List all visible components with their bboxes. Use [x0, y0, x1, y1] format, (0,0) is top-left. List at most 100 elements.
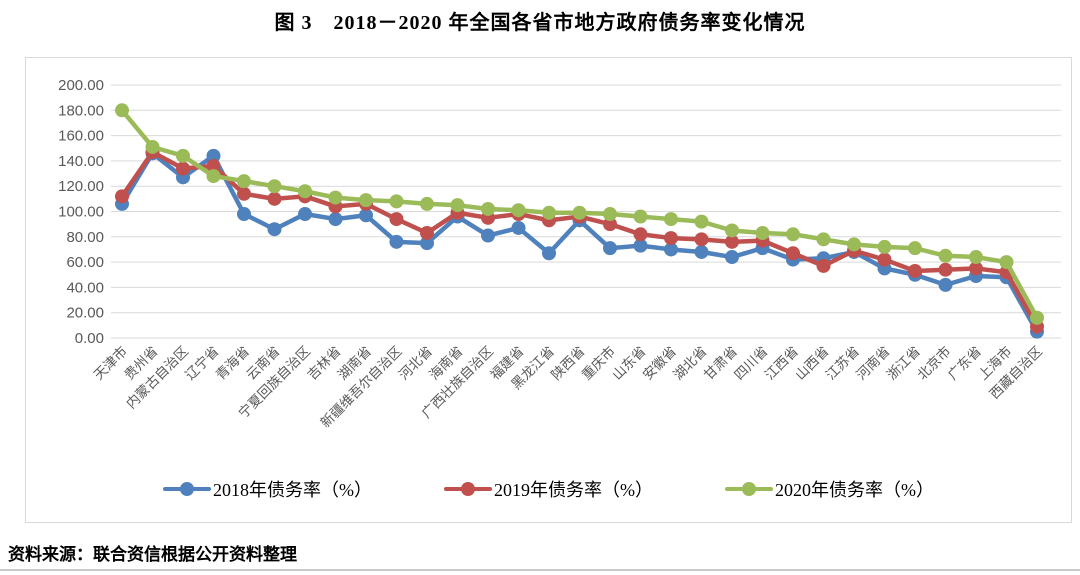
x-tick-label: 天津市	[90, 343, 130, 383]
data-point	[725, 234, 739, 249]
y-tick-label: 140.00	[58, 153, 104, 170]
chart-title: 图 3 2018－2020 年全国各省市地方政府债务率变化情况	[274, 12, 806, 34]
line-chart-plot: 0.00 20.00 40.00 60.00 80.00 100.00 120.00 140.…	[58, 77, 1061, 430]
legend-label-2019: 2019年债务率（%）	[494, 480, 653, 500]
data-point	[786, 227, 800, 242]
bottom-divider	[0, 569, 1080, 571]
x-tick-label: 辽宁省	[182, 343, 222, 383]
data-point	[542, 246, 556, 261]
data-point	[755, 226, 770, 241]
y-tick-label: 160.00	[58, 128, 104, 145]
x-tick-label: 重庆市	[578, 343, 618, 383]
x-tick-label: 江西省	[762, 344, 801, 383]
y-tick-label: 40.00	[66, 279, 104, 296]
data-point	[511, 220, 526, 235]
data-point	[725, 250, 739, 265]
x-tick-label: 北京市	[914, 343, 954, 383]
data-point	[694, 244, 709, 259]
data-point	[847, 237, 861, 252]
y-tick-label: 0.00	[75, 330, 104, 347]
legend-label-2018: 2018年债务率（%）	[213, 480, 372, 500]
data-point	[420, 236, 434, 251]
data-point	[664, 231, 678, 246]
y-tick-label: 100.00	[58, 204, 104, 221]
data-point	[359, 193, 373, 208]
y-tick-label: 80.00	[66, 229, 104, 246]
data-point	[816, 258, 831, 273]
data-point	[237, 186, 251, 201]
data-point	[115, 189, 129, 204]
x-tick-label: 河北省	[396, 344, 435, 383]
data-point	[237, 174, 251, 189]
legend-marker-2018-icon	[163, 481, 211, 497]
series-line-2019	[119, 149, 1040, 329]
data-point	[633, 209, 648, 224]
chart-container: 0.00 20.00 40.00 60.00 80.00 100.00 120.00 140.…	[25, 57, 1072, 523]
data-point	[694, 214, 709, 229]
data-point	[908, 241, 922, 256]
data-point	[664, 212, 678, 227]
data-point	[877, 239, 892, 254]
legend-item-2020: 2020年债务率（%）	[725, 476, 934, 502]
x-tick-label: 陕西省	[548, 344, 587, 383]
chart-legend: 2018年债务率（%） 2019年债务率（%） 2020年债务率（%）	[26, 476, 1071, 502]
x-tick-label: 江苏省	[823, 344, 862, 383]
x-tick-label: 湖北省	[670, 344, 709, 383]
data-point	[328, 212, 343, 227]
data-point	[267, 179, 282, 194]
x-tick-label: 广东省	[945, 344, 984, 383]
legend-item-2018: 2018年债务率（%）	[163, 476, 372, 502]
data-point	[969, 250, 983, 265]
data-point	[298, 207, 312, 222]
x-tick-label: 四川省	[731, 344, 770, 383]
data-point	[572, 205, 587, 220]
data-point	[237, 207, 251, 222]
data-point	[359, 208, 373, 223]
data-point	[298, 184, 312, 199]
data-point	[389, 194, 404, 209]
data-point	[389, 212, 404, 227]
data-point	[206, 158, 221, 173]
data-point	[542, 205, 556, 220]
data-point	[969, 261, 983, 276]
data-point	[786, 246, 800, 261]
data-point	[481, 228, 495, 243]
data-point	[267, 191, 282, 206]
y-tick-label: 180.00	[58, 102, 104, 119]
x-tick-label: 安徽省	[640, 344, 679, 383]
data-point	[420, 196, 434, 211]
legend-item-2019: 2019年债务率（%）	[444, 476, 653, 502]
legend-marker-2020-icon	[725, 481, 773, 497]
data-point	[999, 255, 1014, 270]
data-point	[115, 103, 129, 118]
data-point	[450, 198, 465, 213]
data-point	[420, 226, 434, 241]
data-point	[389, 234, 404, 249]
data-point	[328, 190, 343, 205]
data-point	[908, 263, 922, 278]
y-tick-label: 60.00	[66, 254, 104, 271]
legend-marker-2019-icon	[444, 481, 492, 497]
data-point	[633, 227, 648, 242]
data-point	[938, 262, 953, 277]
x-tick-label: 山东省	[609, 344, 648, 383]
x-tick-label: 青海省	[213, 344, 252, 383]
data-point	[206, 169, 221, 184]
y-tick-label: 200.00	[58, 77, 104, 94]
x-tick-label: 吉林省	[304, 344, 343, 383]
data-point	[267, 222, 282, 237]
data-point	[176, 148, 190, 163]
x-tick-label: 山西省	[792, 344, 831, 383]
data-point	[725, 223, 739, 238]
data-point	[603, 217, 617, 232]
source-note: 资料来源：联合资信根据公开资料整理	[8, 545, 297, 564]
data-point	[176, 161, 190, 176]
data-point	[938, 248, 953, 263]
data-point	[633, 238, 648, 253]
data-point	[877, 252, 892, 267]
x-tick-label: 浙江省	[884, 344, 923, 383]
x-tick-label: 河南省	[853, 344, 892, 383]
data-point	[206, 148, 221, 163]
data-point	[938, 277, 953, 292]
